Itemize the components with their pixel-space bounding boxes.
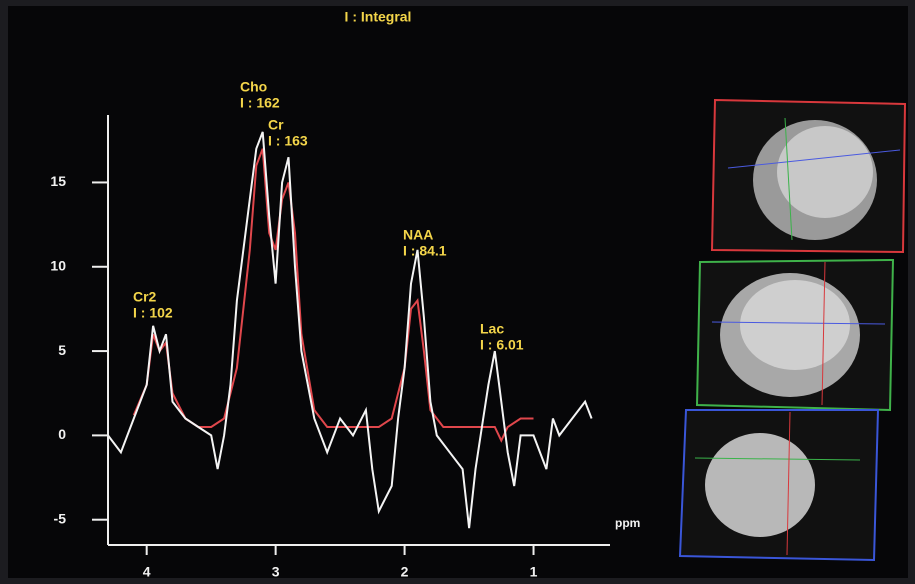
sagittal-brain [777,126,873,218]
peak-name: Lac [480,321,504,337]
coronal-brain [740,280,850,370]
peak-integral: I : 84.1 [403,243,447,259]
x-tick-label: 1 [530,564,538,580]
mri-panels [680,100,905,560]
peak-name: Cho [240,79,267,95]
y-tick-label: 15 [50,173,66,189]
chart: I : Integral ppm -5 0 5 10 15 4 3 2 1 Cr2I : 102 C… [0,0,915,584]
y-tick-label: 0 [58,426,66,442]
x-axis-label: ppm [615,516,640,530]
chart-title: I : Integral [345,9,412,25]
y-tick-label: -5 [54,510,67,526]
peak-integral: I : 102 [133,305,173,321]
page: {"chart_data": {"type": "line", "title":… [0,0,915,584]
x-tick-label: 3 [272,564,280,580]
peak-name: Cr [268,117,284,133]
peak-integral: I : 163 [268,133,308,149]
x-tick-label: 4 [143,564,151,580]
x-tick-label: 2 [401,564,409,580]
y-tick-label: 10 [50,257,66,273]
peak-integral: I : 162 [240,95,280,111]
y-tick-label: 5 [58,342,66,358]
peak-integral: I : 6.01 [480,337,524,353]
peak-name: NAA [403,227,433,243]
peak-name: Cr2 [133,289,157,305]
axial-head [705,433,815,537]
